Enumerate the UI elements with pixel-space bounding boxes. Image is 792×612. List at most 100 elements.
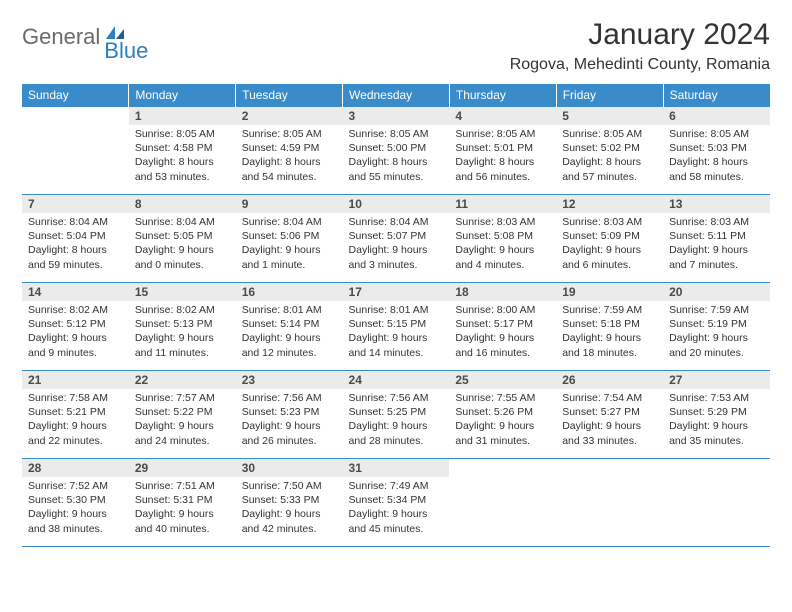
day-detail: Sunrise: 8:03 AMSunset: 5:08 PMDaylight:… <box>449 213 556 276</box>
day-number: 4 <box>449 107 556 125</box>
day-number: 6 <box>663 107 770 125</box>
calendar-empty-cell <box>22 107 129 195</box>
day-number: 22 <box>129 371 236 389</box>
calendar-day-cell: 7Sunrise: 8:04 AMSunset: 5:04 PMDaylight… <box>22 195 129 283</box>
calendar-week-row: 21Sunrise: 7:58 AMSunset: 5:21 PMDayligh… <box>22 371 770 459</box>
day-number: 25 <box>449 371 556 389</box>
weekday-header: Sunday <box>22 84 129 107</box>
calendar-week-row: 28Sunrise: 7:52 AMSunset: 5:30 PMDayligh… <box>22 459 770 547</box>
day-detail: Sunrise: 8:04 AMSunset: 5:07 PMDaylight:… <box>343 213 450 276</box>
calendar-body: 1Sunrise: 8:05 AMSunset: 4:58 PMDaylight… <box>22 107 770 547</box>
calendar-table: SundayMondayTuesdayWednesdayThursdayFrid… <box>22 84 770 547</box>
calendar-day-cell: 19Sunrise: 7:59 AMSunset: 5:18 PMDayligh… <box>556 283 663 371</box>
calendar-day-cell: 13Sunrise: 8:03 AMSunset: 5:11 PMDayligh… <box>663 195 770 283</box>
day-detail: Sunrise: 8:02 AMSunset: 5:12 PMDaylight:… <box>22 301 129 364</box>
calendar-empty-cell <box>556 459 663 547</box>
calendar-day-cell: 28Sunrise: 7:52 AMSunset: 5:30 PMDayligh… <box>22 459 129 547</box>
day-detail: Sunrise: 7:56 AMSunset: 5:23 PMDaylight:… <box>236 389 343 452</box>
month-title: January 2024 <box>510 18 770 52</box>
day-number: 17 <box>343 283 450 301</box>
calendar-week-row: 7Sunrise: 8:04 AMSunset: 5:04 PMDaylight… <box>22 195 770 283</box>
calendar-day-cell: 31Sunrise: 7:49 AMSunset: 5:34 PMDayligh… <box>343 459 450 547</box>
day-number: 31 <box>343 459 450 477</box>
day-number: 14 <box>22 283 129 301</box>
day-detail: Sunrise: 8:05 AMSunset: 5:03 PMDaylight:… <box>663 125 770 188</box>
weekday-header: Monday <box>129 84 236 107</box>
calendar-day-cell: 2Sunrise: 8:05 AMSunset: 4:59 PMDaylight… <box>236 107 343 195</box>
day-number: 19 <box>556 283 663 301</box>
day-number: 13 <box>663 195 770 213</box>
calendar-day-cell: 22Sunrise: 7:57 AMSunset: 5:22 PMDayligh… <box>129 371 236 459</box>
day-detail: Sunrise: 8:03 AMSunset: 5:09 PMDaylight:… <box>556 213 663 276</box>
calendar-day-cell: 18Sunrise: 8:00 AMSunset: 5:17 PMDayligh… <box>449 283 556 371</box>
day-number: 18 <box>449 283 556 301</box>
day-detail: Sunrise: 8:02 AMSunset: 5:13 PMDaylight:… <box>129 301 236 364</box>
calendar-day-cell: 17Sunrise: 8:01 AMSunset: 5:15 PMDayligh… <box>343 283 450 371</box>
calendar-empty-cell <box>663 459 770 547</box>
day-detail: Sunrise: 8:00 AMSunset: 5:17 PMDaylight:… <box>449 301 556 364</box>
calendar-day-cell: 26Sunrise: 7:54 AMSunset: 5:27 PMDayligh… <box>556 371 663 459</box>
day-number: 16 <box>236 283 343 301</box>
day-detail: Sunrise: 8:04 AMSunset: 5:05 PMDaylight:… <box>129 213 236 276</box>
day-detail: Sunrise: 7:59 AMSunset: 5:19 PMDaylight:… <box>663 301 770 364</box>
day-detail: Sunrise: 7:57 AMSunset: 5:22 PMDaylight:… <box>129 389 236 452</box>
day-detail: Sunrise: 7:50 AMSunset: 5:33 PMDaylight:… <box>236 477 343 540</box>
calendar-day-cell: 9Sunrise: 8:04 AMSunset: 5:06 PMDaylight… <box>236 195 343 283</box>
calendar-day-cell: 5Sunrise: 8:05 AMSunset: 5:02 PMDaylight… <box>556 107 663 195</box>
day-detail: Sunrise: 8:05 AMSunset: 5:02 PMDaylight:… <box>556 125 663 188</box>
day-detail: Sunrise: 7:56 AMSunset: 5:25 PMDaylight:… <box>343 389 450 452</box>
day-detail: Sunrise: 8:05 AMSunset: 5:00 PMDaylight:… <box>343 125 450 188</box>
calendar-day-cell: 16Sunrise: 8:01 AMSunset: 5:14 PMDayligh… <box>236 283 343 371</box>
logo: General Blue <box>22 24 170 50</box>
day-detail: Sunrise: 7:52 AMSunset: 5:30 PMDaylight:… <box>22 477 129 540</box>
calendar-day-cell: 24Sunrise: 7:56 AMSunset: 5:25 PMDayligh… <box>343 371 450 459</box>
day-detail: Sunrise: 8:01 AMSunset: 5:15 PMDaylight:… <box>343 301 450 364</box>
day-detail: Sunrise: 8:04 AMSunset: 5:06 PMDaylight:… <box>236 213 343 276</box>
day-number: 21 <box>22 371 129 389</box>
calendar-day-cell: 27Sunrise: 7:53 AMSunset: 5:29 PMDayligh… <box>663 371 770 459</box>
day-number: 12 <box>556 195 663 213</box>
weekday-header: Tuesday <box>236 84 343 107</box>
calendar-day-cell: 10Sunrise: 8:04 AMSunset: 5:07 PMDayligh… <box>343 195 450 283</box>
calendar-day-cell: 29Sunrise: 7:51 AMSunset: 5:31 PMDayligh… <box>129 459 236 547</box>
day-number: 15 <box>129 283 236 301</box>
day-number: 2 <box>236 107 343 125</box>
day-detail: Sunrise: 8:04 AMSunset: 5:04 PMDaylight:… <box>22 213 129 276</box>
day-detail: Sunrise: 7:51 AMSunset: 5:31 PMDaylight:… <box>129 477 236 540</box>
day-number: 5 <box>556 107 663 125</box>
calendar-week-row: 14Sunrise: 8:02 AMSunset: 5:12 PMDayligh… <box>22 283 770 371</box>
logo-text-general: General <box>22 24 100 50</box>
day-number: 9 <box>236 195 343 213</box>
day-number: 20 <box>663 283 770 301</box>
calendar-day-cell: 14Sunrise: 8:02 AMSunset: 5:12 PMDayligh… <box>22 283 129 371</box>
calendar-day-cell: 6Sunrise: 8:05 AMSunset: 5:03 PMDaylight… <box>663 107 770 195</box>
day-number: 3 <box>343 107 450 125</box>
day-detail: Sunrise: 7:58 AMSunset: 5:21 PMDaylight:… <box>22 389 129 452</box>
day-number: 11 <box>449 195 556 213</box>
day-detail: Sunrise: 7:59 AMSunset: 5:18 PMDaylight:… <box>556 301 663 364</box>
day-number: 27 <box>663 371 770 389</box>
logo-text-blue: Blue <box>104 38 148 64</box>
day-detail: Sunrise: 7:54 AMSunset: 5:27 PMDaylight:… <box>556 389 663 452</box>
weekday-header: Wednesday <box>343 84 450 107</box>
weekday-header: Saturday <box>663 84 770 107</box>
title-block: January 2024 Rogova, Mehedinti County, R… <box>510 18 770 74</box>
day-detail: Sunrise: 8:01 AMSunset: 5:14 PMDaylight:… <box>236 301 343 364</box>
day-number: 26 <box>556 371 663 389</box>
day-number: 24 <box>343 371 450 389</box>
calendar-day-cell: 8Sunrise: 8:04 AMSunset: 5:05 PMDaylight… <box>129 195 236 283</box>
calendar-empty-cell <box>449 459 556 547</box>
day-number: 8 <box>129 195 236 213</box>
day-number: 1 <box>129 107 236 125</box>
day-detail: Sunrise: 8:03 AMSunset: 5:11 PMDaylight:… <box>663 213 770 276</box>
day-number: 28 <box>22 459 129 477</box>
calendar-day-cell: 21Sunrise: 7:58 AMSunset: 5:21 PMDayligh… <box>22 371 129 459</box>
calendar-day-cell: 20Sunrise: 7:59 AMSunset: 5:19 PMDayligh… <box>663 283 770 371</box>
header: General Blue January 2024 Rogova, Mehedi… <box>22 18 770 74</box>
calendar-day-cell: 30Sunrise: 7:50 AMSunset: 5:33 PMDayligh… <box>236 459 343 547</box>
location: Rogova, Mehedinti County, Romania <box>510 56 770 74</box>
day-detail: Sunrise: 7:53 AMSunset: 5:29 PMDaylight:… <box>663 389 770 452</box>
day-number: 30 <box>236 459 343 477</box>
weekday-header-row: SundayMondayTuesdayWednesdayThursdayFrid… <box>22 84 770 107</box>
day-number: 10 <box>343 195 450 213</box>
